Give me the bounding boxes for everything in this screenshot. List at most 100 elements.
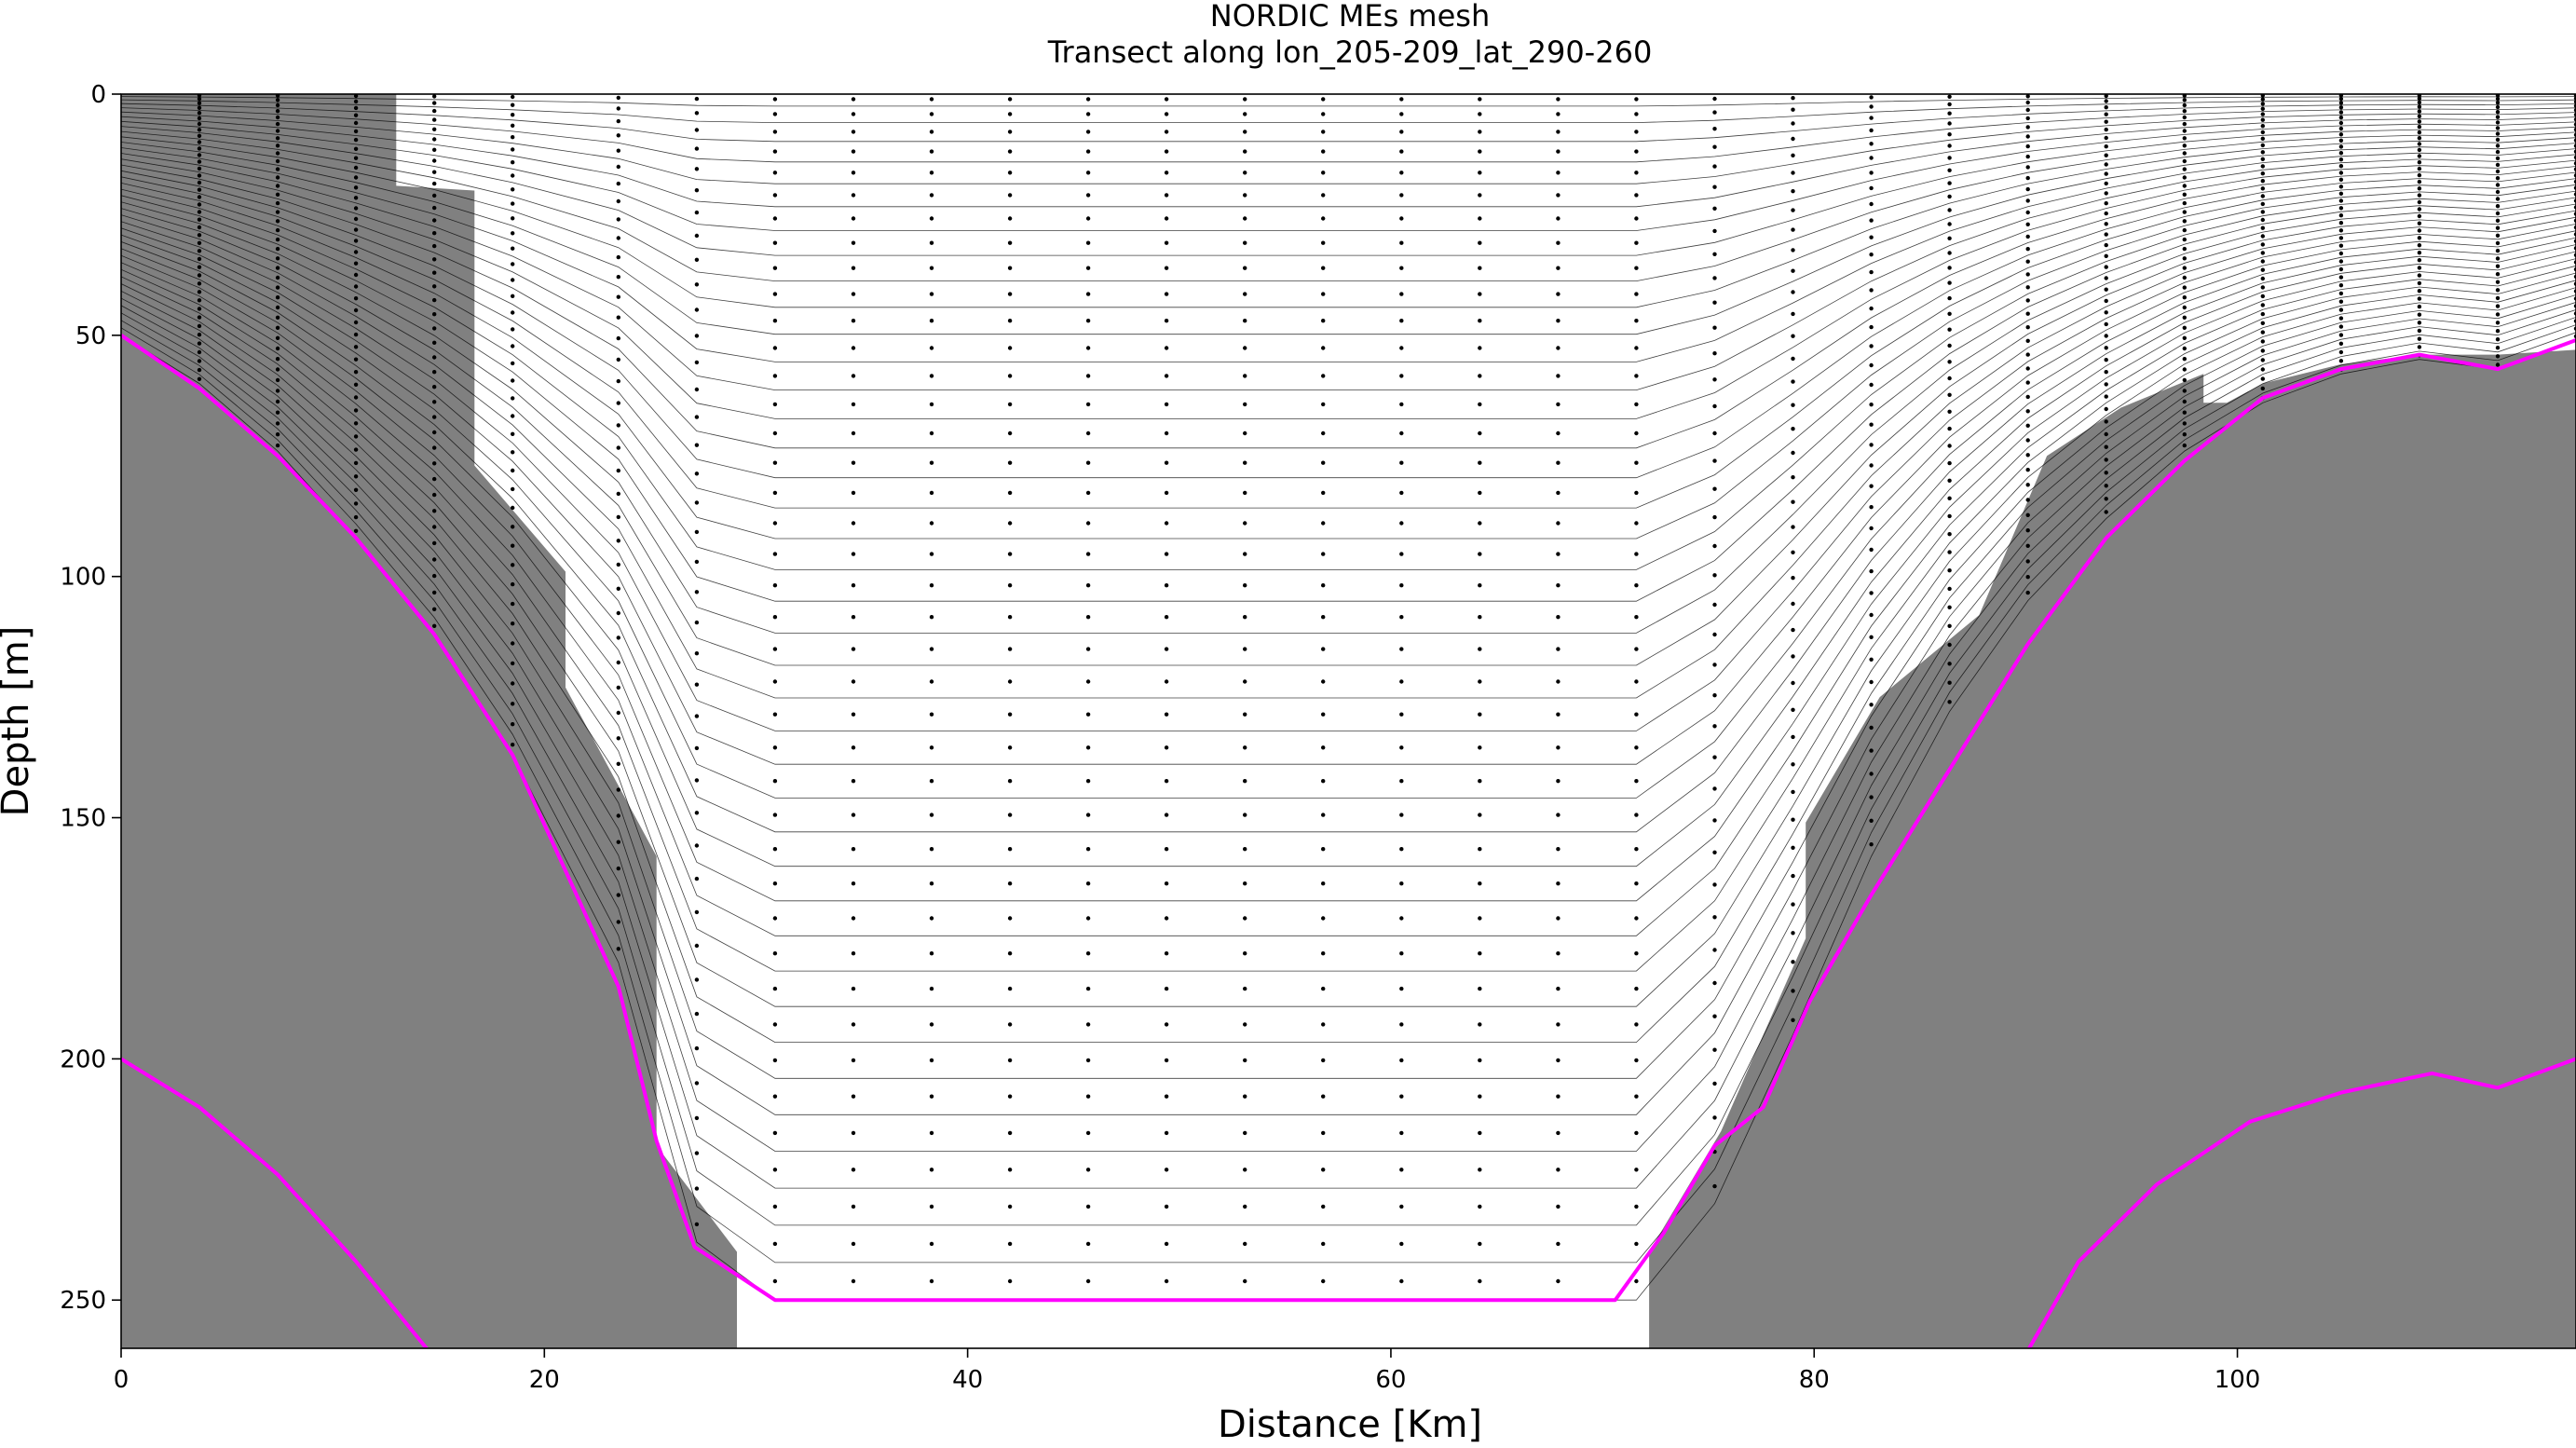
grid-point [511, 601, 515, 607]
model-level-line [121, 320, 2576, 1226]
grid-point [1947, 426, 1952, 431]
grid-point [1478, 615, 1482, 620]
grid-point [353, 357, 359, 362]
grid-point [1399, 647, 1404, 651]
grid-point [2338, 299, 2344, 304]
grid-point [1164, 266, 1169, 270]
grid-point [1243, 430, 1247, 436]
grid-point [1634, 1130, 1639, 1136]
grid-point [772, 490, 778, 496]
grid-point [1791, 403, 1795, 407]
grid-points [197, 94, 2576, 1284]
grid-point [851, 1058, 856, 1063]
grid-point [2104, 222, 2108, 226]
grid-point [2495, 225, 2501, 230]
grid-point [353, 501, 359, 506]
grid-point [1164, 149, 1169, 154]
grid-point [1869, 306, 1874, 311]
grid-point [1007, 292, 1013, 296]
grid-point [1085, 986, 1091, 991]
grid-point [1712, 1115, 1717, 1120]
grid-point [1947, 343, 1952, 348]
grid-point [1007, 402, 1013, 407]
grid-point [2260, 386, 2265, 391]
grid-point [1243, 615, 1247, 620]
grid-point [2025, 116, 2030, 121]
grid-point [1007, 1022, 1013, 1027]
grid-point [616, 118, 620, 124]
grid-point [1634, 916, 1639, 921]
grid-point [432, 623, 437, 628]
grid-point [1164, 679, 1169, 684]
grid-point [197, 202, 202, 207]
grid-point [2417, 186, 2422, 191]
grid-point [1712, 980, 1717, 986]
grid-point [1556, 1130, 1561, 1136]
grid-point [772, 1204, 778, 1209]
grid-point [2182, 210, 2187, 214]
grid-point [1321, 346, 1326, 350]
grid-point [1869, 288, 1874, 293]
grid-point [1947, 409, 1952, 414]
grid-point [511, 681, 515, 686]
grid-point [1321, 1278, 1326, 1284]
grid-point [1478, 1058, 1482, 1063]
grid-point [1634, 552, 1639, 556]
grid-point [1712, 206, 1717, 211]
grid-point [1478, 712, 1482, 717]
grid-point [1869, 842, 1874, 847]
grid-point [851, 552, 856, 556]
grid-point [2417, 119, 2422, 124]
grid-point [1556, 712, 1561, 717]
grid-point [1634, 374, 1639, 378]
grid-point [1478, 193, 1482, 198]
grid-point [1399, 171, 1404, 175]
grid-point [2338, 236, 2344, 240]
grid-point [1634, 847, 1639, 852]
grid-point [1164, 615, 1169, 620]
grid-point [616, 254, 620, 260]
grid-point [1791, 734, 1795, 740]
grid-point [2104, 321, 2108, 327]
grid-point [772, 346, 778, 350]
grid-point [1791, 499, 1795, 504]
grid-point [694, 443, 700, 447]
grid-point [1399, 193, 1404, 198]
grid-point [1321, 193, 1326, 198]
grid-point [2104, 99, 2108, 103]
grid-point [2338, 157, 2344, 162]
grid-point [772, 193, 778, 198]
grid-point [1947, 102, 1952, 107]
grid-point [511, 201, 515, 206]
grid-point [1321, 951, 1326, 956]
grid-point [2104, 431, 2108, 437]
grid-point [2104, 510, 2108, 514]
grid-point [1085, 374, 1091, 378]
grid-point [2495, 156, 2501, 161]
grid-point [1869, 679, 1874, 685]
grid-point [2260, 276, 2265, 281]
y-tick-label: 100 [60, 564, 106, 592]
grid-point [1947, 568, 1952, 573]
grid-point [2025, 259, 2030, 264]
model-level-line [121, 116, 2576, 208]
grid-point [1321, 97, 1326, 102]
grid-point [2417, 289, 2422, 294]
grid-point [1243, 1094, 1247, 1099]
grid-point [1791, 989, 1795, 993]
grid-point [275, 432, 280, 437]
grid-point [1947, 478, 1952, 483]
grid-point [772, 1130, 778, 1136]
grid-point [772, 615, 778, 620]
grid-point [2104, 346, 2108, 350]
grid-point [1478, 745, 1482, 750]
grid-point [1634, 216, 1639, 221]
grid-point [1399, 319, 1404, 323]
grid-point [1712, 127, 1717, 131]
grid-point [1634, 240, 1639, 245]
grid-point [197, 153, 202, 157]
grid-point [1947, 208, 1952, 212]
grid-point [2495, 280, 2501, 284]
grid-point [275, 357, 280, 362]
grid-point [2417, 296, 2422, 301]
